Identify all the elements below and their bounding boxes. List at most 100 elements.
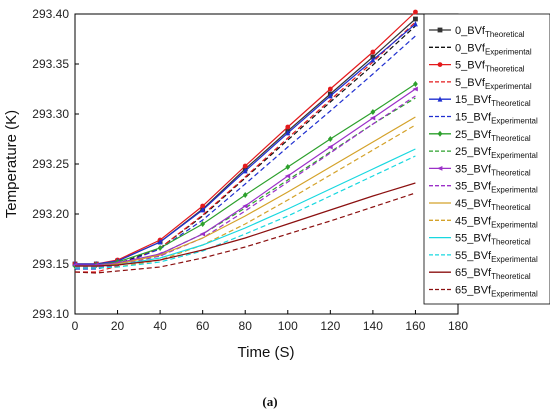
y-tick-label: 293.25 [32,157,69,171]
legend-label: 65_BVfTheoretical [455,267,531,281]
legend-label: 35_BVfExperimental [455,181,538,195]
series-line [75,116,416,267]
series-45-bvf-theoretical [75,116,416,267]
data-point [370,109,376,115]
series-line [74,192,416,274]
series-15-bvf-theoretical [72,21,418,267]
legend-label: 55_BVfExperimental [455,250,538,264]
data-point [437,96,443,102]
data-point [242,168,248,174]
data-point [413,9,418,15]
legend-entry: 35_BVfExperimental [429,181,538,195]
data-point [327,144,333,150]
x-tick-label: 100 [278,319,298,333]
y-tick-label: 293.35 [32,57,69,71]
data-point [370,57,376,63]
legend-label: 45_BVfExperimental [455,215,538,229]
data-point [284,173,291,179]
data-point [242,163,248,169]
data-point [199,231,206,237]
legend-label: 15_BVfExperimental [455,112,538,126]
legend-box [423,13,550,305]
legend-entry: 25_BVfExperimental [429,146,538,160]
series-35-bvf-theoretical [72,86,418,268]
legend-entry: 15_BVfTheoretical [429,94,531,108]
legend-entry: 55_BVfTheoretical [429,233,531,247]
legend-label: 65_BVfExperimental [455,285,538,299]
data-point [327,93,333,99]
y-axis-title: Temperature (K) [3,110,20,218]
data-point [413,81,418,87]
data-point [327,86,333,92]
x-tick-label: 40 [153,319,167,333]
y-tick-label: 293.30 [32,107,69,121]
legend-label: 0_BVfTheoretical [455,25,525,39]
legend-entry: 25_BVfTheoretical [429,129,531,143]
data-point [200,221,206,227]
series-line [75,35,416,270]
data-point [412,86,418,92]
data-point [285,130,291,136]
legend-label: 5_BVfExperimental [455,77,532,91]
legend: 0_BVfTheoretical 0_BVfExperimental 5_BVfTh… [429,25,538,299]
legend-entry: 65_BVfExperimental [429,285,538,299]
series-25-bvf-theoretical [72,81,418,269]
legend-label: 15_BVfTheoretical [455,94,531,108]
legend-entry: 15_BVfExperimental [429,112,538,126]
data-point [437,130,443,137]
series-line [75,95,416,268]
data-point [413,21,418,27]
x-tick-label: 80 [239,319,253,333]
x-axis: 0 20 40 60 80 100 120 140 160 180 [72,310,468,333]
data-point [200,207,206,213]
figure-caption: (a) [262,394,277,409]
data-point [437,62,443,67]
series-line [75,23,416,265]
x-tick-label: 120 [320,319,340,333]
y-axis: 293.10 293.15 293.20 293.25 293.30 293.35 293.… [32,7,79,321]
data-point [370,49,376,55]
data-point [413,16,418,22]
data-point [157,245,163,251]
legend-label: 45_BVfTheoretical [455,198,531,212]
x-tick-label: 60 [196,319,210,333]
x-tick-label: 180 [448,319,468,333]
x-tick-label: 20 [111,319,125,333]
y-tick-label: 293.15 [32,257,69,271]
series-line [75,88,416,266]
series-line [75,182,416,267]
series-5-bvf-experimental [75,21,416,273]
data-point [285,124,291,130]
series-15-bvf-experimental [75,35,416,270]
legend-entry: 45_BVfTheoretical [429,198,531,212]
legend-entry: 0_BVfTheoretical [429,25,525,39]
x-tick-label: 0 [72,319,79,333]
legend-entry: 5_BVfTheoretical [429,60,525,74]
legend-label: 55_BVfTheoretical [455,233,531,247]
series-line [75,124,416,269]
data-point [437,166,443,171]
x-tick-label: 140 [363,319,383,333]
y-tick-label: 293.40 [32,7,69,21]
data-point [242,192,248,198]
legend-entry: 0_BVfExperimental [429,42,532,56]
data-point [242,203,248,209]
data-point [285,164,291,170]
legend-entry: 35_BVfTheoretical [429,163,531,177]
legend-label: 5_BVfTheoretical [455,60,525,74]
series-55-bvf-experimental [75,155,416,269]
series-layer [72,9,418,274]
x-axis-title: Time (S) [238,344,295,361]
data-point [200,203,206,209]
legend-entry: 65_BVfTheoretical [429,267,531,281]
series-line [75,11,416,265]
series-0-bvf-theoretical [72,16,418,267]
legend-entry: 45_BVfExperimental [429,215,538,229]
series-line [75,155,416,269]
y-tick-label: 293.10 [32,307,69,321]
legend-label: 0_BVfExperimental [455,42,532,56]
series-35-bvf-experimental [75,95,416,268]
series-line [74,83,416,267]
legend-label: 25_BVfExperimental [455,146,538,160]
